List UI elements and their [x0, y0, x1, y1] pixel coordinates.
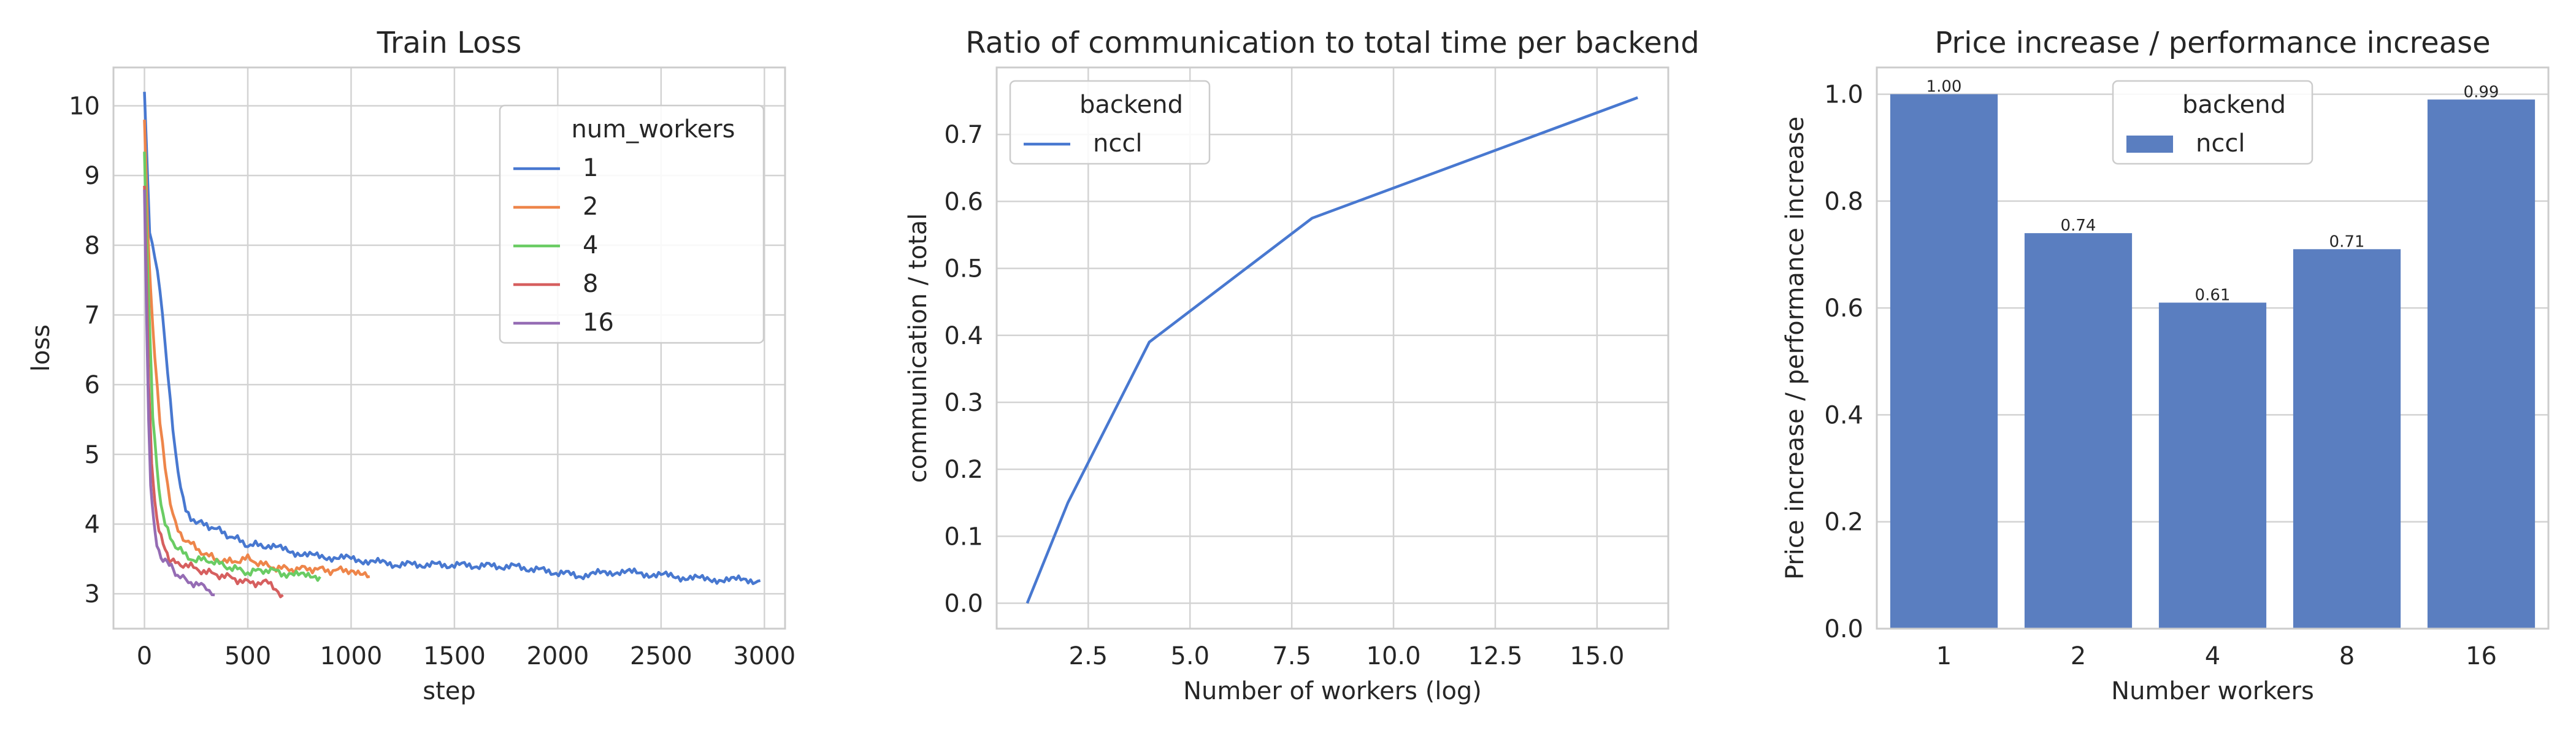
axes-frame [995, 66, 1669, 630]
series-line-nccl [1025, 96, 1638, 604]
legend-label-nccl: nccl [2196, 129, 2245, 158]
x-tick-label: 2000 [526, 642, 589, 670]
y-tick-label: 0.4 [1824, 401, 1863, 429]
x-tick-label: 10.0 [1367, 642, 1421, 670]
legend-swatch-nccl [2126, 136, 2173, 153]
y-tick-label: 7 [85, 302, 100, 330]
legend-title: backend [1079, 91, 1183, 119]
legend-label-2: 2 [583, 193, 598, 221]
x-tick-label: 2.5 [1069, 642, 1108, 670]
x-tick-label: 1000 [320, 642, 383, 670]
bar-label: 0.74 [2061, 217, 2096, 235]
y-tick-label: 3 [85, 580, 100, 608]
x-tick-label: 1 [1936, 642, 1952, 670]
chart-title: Ratio of communication to total time per… [965, 26, 1699, 60]
y-tick-label: 0.6 [944, 188, 983, 216]
y-tick-label: 4 [85, 511, 100, 539]
y-tick-label: 0.3 [944, 389, 983, 417]
y-axis-label: loss [27, 324, 55, 372]
x-tick-label: 7.5 [1272, 642, 1311, 670]
legend-title: backend [2182, 91, 2286, 119]
chart-panel-3: 1.00 0.74 0.61 0.71 0.99 0.0 0.2 0.4 0.6 0.8 1.0 1 2… [1781, 26, 2550, 705]
bar-4 [2158, 302, 2267, 629]
x-tick-label: 2 [2071, 642, 2086, 670]
legend-label-16: 16 [583, 309, 614, 337]
y-tick-label: 0.5 [944, 255, 983, 283]
bar-label: 0.99 [2464, 83, 2499, 101]
bar-8 [2293, 249, 2401, 629]
chart-title: Train Loss [377, 26, 522, 60]
x-tick-label: 15.0 [1570, 642, 1624, 670]
x-axis-label: Number of workers (log) [1183, 677, 1482, 705]
x-tick-label: 16 [2466, 642, 2497, 670]
y-tick-label: 10 [69, 93, 100, 121]
x-tick-label: 8 [2339, 642, 2355, 670]
chart-panel-2: 0.0 0.1 0.2 0.3 0.4 0.5 0.6 0.7 2.5 5.0 7.5 10.0 12.… [904, 26, 1700, 705]
x-axis-label: step [423, 677, 476, 705]
y-tick-label: 0.2 [1824, 508, 1863, 537]
legend-label-4: 4 [583, 231, 598, 259]
bar-label: 0.61 [2195, 286, 2231, 304]
x-tick-label: 4 [2205, 642, 2220, 670]
y-tick-label: 0.2 [944, 456, 983, 484]
y-tick-label: 0.4 [944, 322, 983, 350]
x-tick-label: 1500 [423, 642, 486, 670]
y-tick-label: 8 [85, 232, 100, 260]
legend-label-nccl: nccl [1093, 129, 1142, 158]
series-line-2 [143, 120, 370, 578]
y-tick-label: 9 [85, 162, 100, 190]
series-line-16 [143, 190, 215, 597]
series-line-1 [143, 91, 761, 585]
x-tick-label: 500 [224, 642, 271, 670]
chart-panel-1: 3 4 5 6 7 8 9 10 0 500 1000 1500 2000 2500 3000 Train L… [27, 26, 795, 705]
legend: backend nccl [2112, 80, 2313, 165]
x-tick-label: 12.5 [1468, 642, 1522, 670]
legend-box [499, 104, 765, 344]
x-tick-label: 2500 [630, 642, 692, 670]
y-axis-label: communication / total [904, 213, 932, 483]
y-tick-label: 0.8 [1824, 188, 1863, 216]
bar-1 [1890, 94, 1998, 629]
y-axis-label: Price increase / performance increase [1781, 117, 1809, 580]
legend-label-1: 1 [583, 154, 598, 182]
y-tick-label: 0.1 [944, 523, 983, 551]
y-tick-label: 6 [85, 371, 100, 399]
x-axis-label: Number workers [2111, 677, 2314, 705]
bar-label: 0.71 [2329, 232, 2365, 251]
chart-title: Price increase / performance increase [1934, 26, 2490, 60]
bar-16 [2427, 99, 2536, 629]
y-tick-label: 1.0 [1824, 81, 1863, 109]
legend: num_workers 1 2 4 8 16 [499, 104, 765, 344]
y-tick-label: 5 [85, 441, 100, 469]
x-tick-label: 5.0 [1170, 642, 1209, 670]
axes-frame [1876, 66, 2550, 630]
axes-frame [112, 66, 786, 630]
x-tick-label: 3000 [733, 642, 795, 670]
bar-label: 1.00 [1926, 78, 1962, 96]
y-tick-label: 0.6 [1824, 294, 1863, 323]
legend-label-8: 8 [583, 270, 598, 298]
y-tick-label: 0.7 [944, 121, 983, 149]
series-line-4 [143, 151, 321, 582]
series-line-8 [143, 185, 284, 599]
y-tick-label: 0.0 [944, 590, 983, 618]
legend: backend nccl [1009, 80, 1211, 165]
legend-title: num_workers [572, 115, 735, 144]
bar-2 [2024, 233, 2133, 629]
x-tick-label: 0 [137, 642, 152, 670]
y-tick-label: 0.0 [1824, 615, 1863, 643]
